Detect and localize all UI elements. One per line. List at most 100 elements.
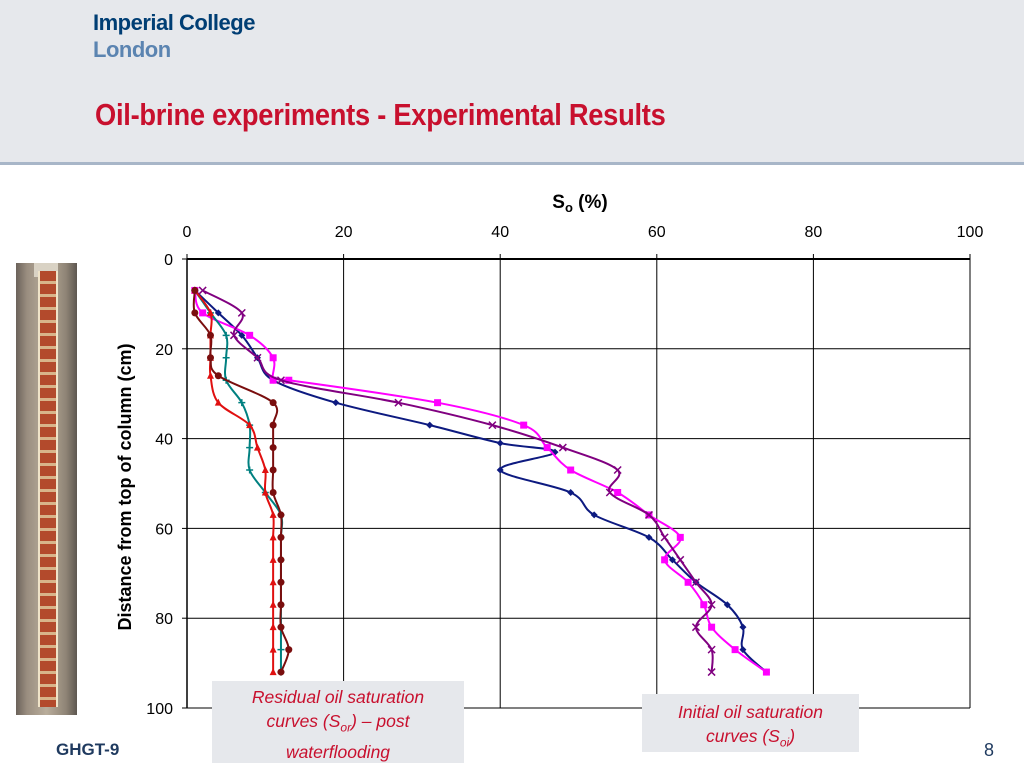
- data-point: [496, 466, 504, 474]
- data-point: [269, 444, 277, 452]
- data-point: [246, 466, 254, 474]
- data-point: [276, 376, 285, 385]
- data-point: [567, 488, 575, 496]
- y-tick-label: 40: [155, 432, 173, 449]
- series-line: [194, 289, 284, 673]
- column-photo: [16, 263, 77, 715]
- x-tick-label: 60: [648, 224, 666, 241]
- data-point: [253, 353, 262, 362]
- page-number: 8: [984, 740, 995, 760]
- data-point: [214, 309, 222, 317]
- data-point: [198, 286, 207, 295]
- data-point: [277, 601, 285, 609]
- data-point: [558, 443, 567, 452]
- x-tick-label: 80: [805, 224, 823, 241]
- series-2: [198, 286, 716, 677]
- data-point: [261, 488, 269, 496]
- data-point: [488, 421, 497, 430]
- data-point: [660, 533, 669, 542]
- data-point: [739, 646, 747, 654]
- data-point: [590, 511, 598, 519]
- data-point: [277, 668, 285, 676]
- data-point: [269, 600, 277, 608]
- data-point: [691, 578, 700, 587]
- data-point: [253, 443, 261, 451]
- data-point: [613, 465, 622, 475]
- series-1: [191, 286, 770, 676]
- data-point: [543, 444, 551, 452]
- data-point: [269, 645, 277, 653]
- data-point: [644, 510, 654, 519]
- data-point: [614, 488, 622, 496]
- data-point: [269, 354, 277, 362]
- data-point: [520, 421, 528, 429]
- data-point: [246, 331, 254, 339]
- data-point: [269, 668, 277, 676]
- data-point: [269, 623, 277, 631]
- data-point: [277, 578, 285, 586]
- series-line: [192, 290, 290, 673]
- data-point: [684, 578, 692, 586]
- slide-title: Oil-brine experiments - Experimental Res…: [95, 97, 666, 132]
- data-point: [222, 354, 230, 362]
- data-point: [668, 556, 676, 564]
- data-point: [206, 331, 214, 339]
- data-point: [394, 398, 403, 407]
- y-tick-label: 100: [146, 701, 173, 718]
- data-point: [739, 623, 747, 631]
- data-point: [206, 371, 214, 379]
- x-axis-label: So (%): [552, 192, 607, 215]
- column-tube: [38, 271, 58, 707]
- data-point: [676, 533, 684, 541]
- data-point: [496, 439, 504, 447]
- series-line: [202, 289, 714, 673]
- data-point: [238, 331, 246, 339]
- data-point: [676, 555, 685, 564]
- data-point: [246, 421, 254, 429]
- data-point: [191, 286, 199, 294]
- data-point: [269, 555, 277, 563]
- logo-line2: London: [93, 37, 171, 62]
- data-point: [285, 646, 293, 654]
- data-point: [269, 578, 277, 586]
- data-point: [567, 466, 575, 474]
- residual-oil-callout: Residual oil saturation curves (Sor) – p…: [212, 681, 464, 763]
- data-point: [199, 309, 207, 317]
- data-point: [277, 646, 285, 654]
- residual-callout-line1: Residual oil saturation: [251, 687, 425, 707]
- initial-oil-callout: Initial oil saturation curves (Soi): [642, 694, 859, 752]
- data-point: [206, 354, 214, 362]
- residual-callout-line2: curves (Sor) – post: [266, 711, 410, 735]
- data-point: [269, 510, 277, 518]
- logo-line1: Imperial College: [93, 10, 255, 35]
- data-point: [691, 623, 700, 632]
- data-point: [229, 331, 239, 340]
- data-point: [277, 511, 285, 519]
- data-point: [206, 308, 214, 316]
- data-point: [269, 376, 277, 384]
- data-point: [700, 601, 708, 609]
- slide-header: Imperial College London Oil-brine experi…: [0, 0, 1024, 165]
- data-point: [661, 556, 669, 564]
- x-tick-label: 40: [491, 224, 509, 241]
- series-layer: [191, 286, 770, 677]
- series-5: [191, 286, 293, 676]
- data-point: [269, 399, 277, 407]
- y-tick-label: 20: [155, 342, 173, 359]
- data-point: [285, 376, 293, 384]
- data-point: [762, 668, 770, 676]
- data-point: [707, 645, 716, 654]
- data-point: [277, 533, 285, 541]
- data-point: [708, 623, 716, 631]
- y-tick-label: 60: [155, 521, 173, 538]
- data-point: [277, 623, 285, 631]
- data-point: [246, 444, 254, 452]
- data-point: [269, 488, 277, 496]
- data-point: [332, 399, 340, 407]
- data-point: [605, 488, 614, 497]
- x-tick-label: 20: [335, 224, 353, 241]
- data-point: [261, 466, 269, 474]
- data-point: [269, 533, 277, 541]
- y-tick-label: 80: [155, 611, 173, 628]
